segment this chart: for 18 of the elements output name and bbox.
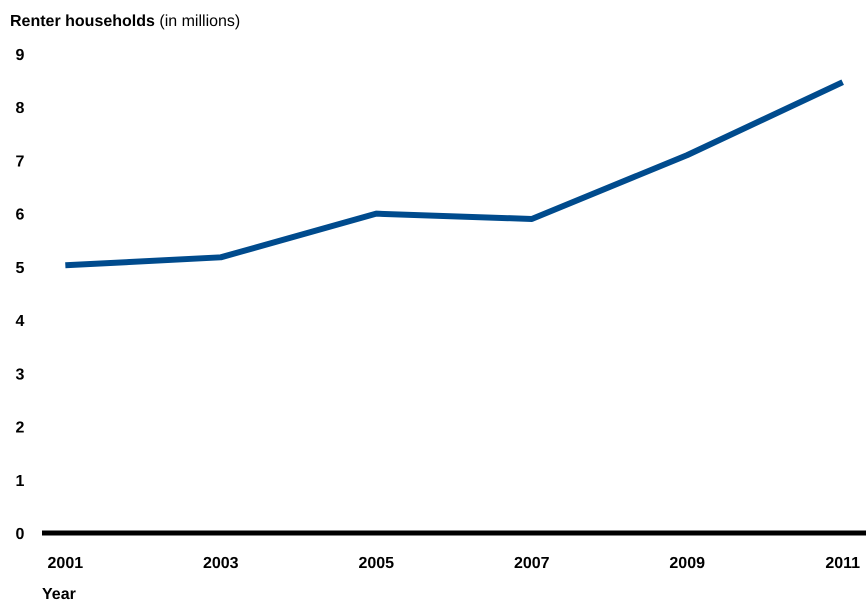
- y-tick-label: 6: [16, 206, 25, 224]
- y-tick-label: 1: [16, 472, 25, 490]
- y-tick-label: 2: [16, 420, 25, 437]
- x-tick-label: 2003: [202, 555, 239, 572]
- x-tick-label: 2011: [825, 555, 860, 572]
- y-tick-label: 3: [16, 366, 25, 384]
- y-tick-label: 4: [16, 313, 25, 330]
- x-tick-label: 2007: [514, 555, 550, 572]
- x-tick-label: 2005: [358, 555, 394, 572]
- x-axis-title: Year: [42, 586, 76, 601]
- y-tick-label: 5: [16, 260, 25, 277]
- y-tick-label: 7: [16, 153, 25, 170]
- y-tick-label: 8: [16, 100, 25, 118]
- y-tick-label: 0: [16, 526, 25, 543]
- y-tick-label: 9: [16, 47, 25, 64]
- y-axis-title: Renter households (in millions): [10, 13, 240, 30]
- x-tick-label: 2009: [669, 555, 706, 572]
- x-tick-label: 2001: [48, 555, 84, 572]
